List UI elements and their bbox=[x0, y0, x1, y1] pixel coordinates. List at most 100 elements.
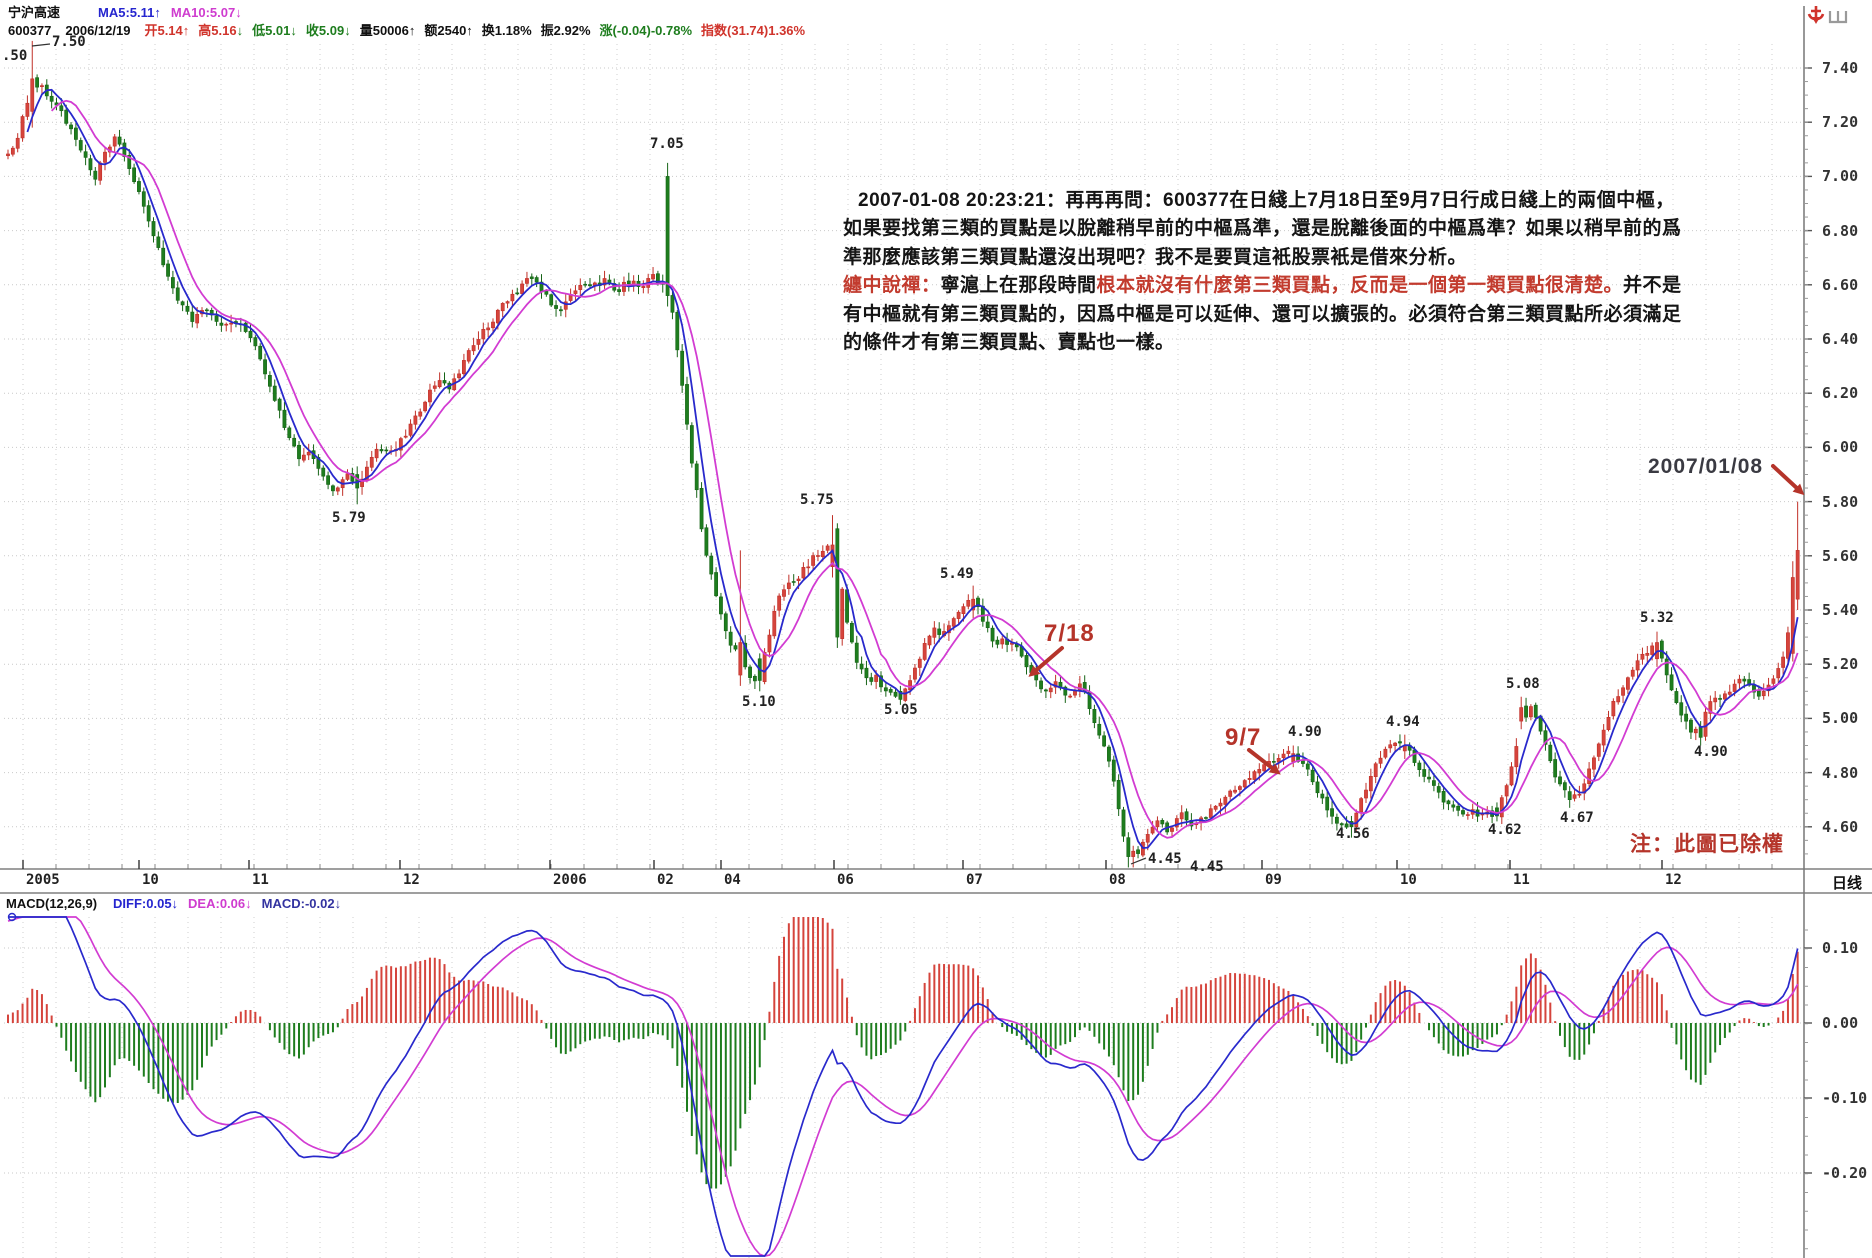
price-point-label: 4.94 bbox=[1386, 714, 1420, 730]
anchor-icon bbox=[1807, 6, 1848, 24]
price-axis-label: 6.80 bbox=[1822, 221, 1859, 240]
date-axis-label: 07 bbox=[966, 872, 983, 888]
macd-axis-label: 0.10 bbox=[1822, 939, 1859, 957]
price-axis-label: 5.40 bbox=[1822, 601, 1859, 619]
ohlc-field: 低5.01 bbox=[252, 23, 291, 38]
red-arrow-icon bbox=[1028, 665, 1041, 677]
ohlc-field: ↑ bbox=[466, 23, 473, 38]
ohlc-field: ↑ bbox=[408, 23, 416, 38]
comment-text: 如果要找第三類的買點是以脫離稍早前的中樞爲準，還是脫離後面的中樞爲準？如果以稍早… bbox=[843, 218, 1682, 240]
header-row-2: 600377 2006/12/19 开5.14↑ 高5.16↓ 低5.01↓ 收5.09↓… bbox=[8, 20, 805, 39]
annotation-text: 2007/01/08 bbox=[1648, 455, 1764, 478]
comment-text: 準那麼應該第三類買點還沒出現吧？我不是要買這衹股票衹是借來分析。 bbox=[843, 246, 1468, 268]
price-point-label: 4.90 bbox=[1288, 724, 1322, 740]
ohlc-field: 指数(31.74)1.36% bbox=[701, 23, 806, 38]
ohlc-field: 600377 bbox=[8, 23, 52, 38]
ohlc-field: 额2540 bbox=[424, 23, 467, 38]
ohlc-field: 涨(-0.04)-0.78% bbox=[599, 23, 693, 38]
comment-text: 的條件才有第三類買點、賣點也一樣。 bbox=[843, 332, 1175, 354]
price-point-label: 5.32 bbox=[1640, 610, 1674, 626]
date-axis-label: 2005 bbox=[26, 872, 60, 888]
ohlc-field: ↑ bbox=[182, 23, 190, 38]
price-point-label: 4.90 bbox=[1694, 744, 1728, 760]
price-point-label: 7.05 bbox=[650, 136, 684, 152]
macd-indicator-value: MACD:-0.02 bbox=[261, 896, 335, 911]
comment-line: 纏中說禪：寧滬上在那段時間根本就沒有什麼第三類買點，反而是一個第一類買點很清楚。… bbox=[843, 272, 1801, 300]
red-arrow-icon bbox=[1268, 763, 1281, 775]
price-point-label: 4.56 bbox=[1336, 826, 1370, 842]
comment-text: 寧滬上在那段時間 bbox=[940, 275, 1097, 297]
price-axis-label: 5.00 bbox=[1822, 709, 1859, 728]
date-axis-label: 2006 bbox=[553, 872, 587, 888]
comment-line: 準那麼應該第三類買點還沒出現吧？我不是要買這衹股票衹是借來分析。 bbox=[843, 244, 1801, 272]
date-axis-label: 08 bbox=[1109, 872, 1126, 888]
comment-block: 2007-01-08 20:23:21：再再再問：600377在日綫上7月18日… bbox=[843, 187, 1801, 357]
macd-indicator-value: ↓ bbox=[245, 896, 252, 911]
red-arrow-icon bbox=[1792, 483, 1805, 496]
comment-text: 有中樞就有第三類買點的，因爲中樞是可以延伸、還可以擴張的。必須符合第三類買點所必… bbox=[843, 303, 1682, 325]
price-point-label: 4.45 bbox=[1148, 851, 1182, 867]
price-axis-label: 7.40 bbox=[1822, 59, 1859, 77]
macd-indicator-value: ↓ bbox=[171, 896, 179, 911]
date-axis-label: 02 bbox=[657, 872, 674, 888]
macd-indicator-value: ↓ bbox=[334, 896, 342, 911]
date-axis-label: 12 bbox=[1665, 872, 1682, 888]
ohlc-field: 换1.18% bbox=[481, 23, 532, 38]
macd-indicator-value: DIFF:0.05 bbox=[113, 896, 172, 911]
macd-axis-label: -0.10 bbox=[1822, 1089, 1868, 1107]
price-axis-label: 7.20 bbox=[1822, 113, 1859, 132]
price-point-label: .50 bbox=[2, 48, 28, 64]
comment-line: 的條件才有第三類買點、賣點也一樣。 bbox=[843, 329, 1801, 357]
ma-value: ↓ bbox=[235, 5, 242, 20]
ohlc-field: ↓ bbox=[344, 23, 351, 38]
date-axis-label: 12 bbox=[403, 872, 420, 888]
price-axis-label: 6.20 bbox=[1822, 384, 1859, 403]
price-point-label: 5.05 bbox=[884, 702, 918, 718]
ohlc-field: 收5.09 bbox=[305, 23, 345, 38]
date-axis-label: 04 bbox=[724, 872, 741, 888]
price-point-label: 5.10 bbox=[742, 694, 776, 710]
ohlc-field: 量50006 bbox=[359, 23, 409, 38]
date-axis-label: 09 bbox=[1265, 872, 1282, 888]
comment-text: 纏中說禪： bbox=[843, 275, 941, 297]
ohlc-field: ↓ bbox=[236, 23, 244, 38]
ma-value: MA10:5.07 bbox=[170, 5, 236, 20]
ohlc-field: 开5.14 bbox=[144, 23, 183, 38]
macd-axis-label: 0.00 bbox=[1822, 1014, 1859, 1032]
price-axis-label: 5.60 bbox=[1822, 546, 1859, 565]
comment-line: 如果要找第三類的買點是以脫離稍早前的中樞爲準，還是脫離後面的中樞爲準？如果以稍早… bbox=[843, 215, 1801, 243]
price-axis-label: 5.20 bbox=[1822, 655, 1859, 674]
macd-indicator-value: DEA:0.06 bbox=[188, 896, 246, 911]
ma-values: MA5:5.11↑ MA10:5.07↓ bbox=[98, 5, 242, 20]
ohlc-field: ↓ bbox=[290, 23, 297, 38]
price-point-label: 4.67 bbox=[1560, 810, 1594, 826]
stock-name: 宁沪高速 bbox=[8, 5, 61, 20]
price-point-label: 4.45 bbox=[1190, 859, 1224, 875]
price-axis-label: 5.80 bbox=[1822, 492, 1859, 511]
ohlc-field: 振2.92% bbox=[540, 23, 591, 38]
price-point-label: 5.79 bbox=[332, 510, 366, 526]
annotation-text: 9/7 bbox=[1225, 724, 1262, 751]
header-row-1: 宁沪高速 MA5:5.11↑ MA10:5.07↓ bbox=[8, 2, 242, 21]
price-point-label: 7.50 bbox=[52, 34, 86, 50]
annotation-text: 注：此圖已除權 bbox=[1630, 833, 1784, 856]
date-axis-label: 11 bbox=[1513, 872, 1530, 888]
annotation-text: 7/18 bbox=[1044, 620, 1095, 647]
comment-line: 有中樞就有第三類買點的，因爲中樞是可以延伸、還可以擴張的。必須符合第三類買點所必… bbox=[843, 301, 1801, 329]
price-point-label: 5.08 bbox=[1506, 676, 1540, 692]
macd-indicator-header: MACD(12,26,9) DIFF:0.05↓ DEA:0.06↓ MACD:-0.… bbox=[6, 896, 341, 911]
date-axis-label: 10 bbox=[142, 872, 159, 888]
price-axis-label: 6.60 bbox=[1822, 275, 1859, 294]
comment-line: 2007-01-08 20:23:21：再再再問：600377在日綫上7月18日… bbox=[843, 187, 1801, 215]
period-label[interactable]: 日线 bbox=[1832, 875, 1863, 892]
price-axis-label: 6.00 bbox=[1822, 438, 1859, 457]
comment-text: 并不是 bbox=[1623, 275, 1682, 297]
price-point-label: 4.62 bbox=[1488, 822, 1522, 838]
price-axis-label: 4.80 bbox=[1822, 763, 1859, 782]
macd-axis-label: -0.20 bbox=[1822, 1164, 1868, 1182]
ohlc-field: 高5.16 bbox=[198, 23, 237, 38]
price-point-label: 5.49 bbox=[940, 566, 974, 582]
ma-value: MA5:5.11 bbox=[98, 5, 155, 20]
